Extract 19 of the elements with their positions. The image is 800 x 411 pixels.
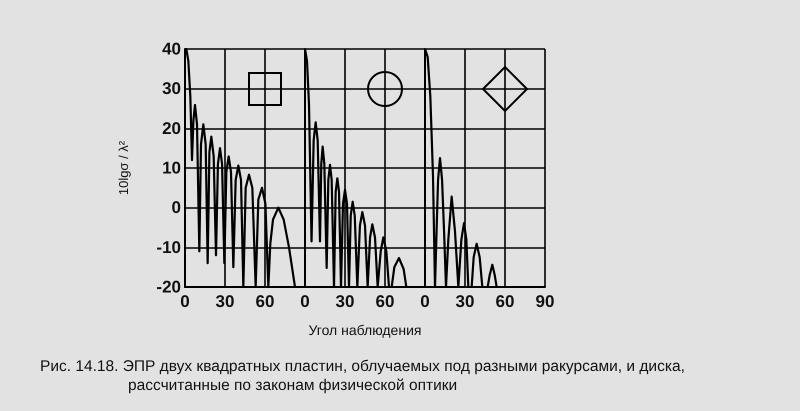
x-tick-label: 0 <box>420 292 430 311</box>
x-tick-label: 60 <box>376 292 394 311</box>
x-tick-label: 30 <box>336 292 354 311</box>
x-tick-label: 90 <box>536 292 554 311</box>
x-tick-label: 30 <box>216 292 234 311</box>
y-tick-label: 0 <box>172 198 181 218</box>
y-tick-label: -20 <box>156 278 181 296</box>
text: Рис. 14.18. ЭПР двух квадратных пластин, облучаемых под разными ракурсами, и диска, рассчитанные по законам физической оптики <box>40 357 686 395</box>
y-tick-label: 40 <box>162 40 181 58</box>
y-tick-label: -10 <box>156 238 181 257</box>
x-tick-label: 30 <box>456 292 474 311</box>
x-tick-label: 0 <box>300 292 310 311</box>
y-tick-label: 20 <box>162 118 181 138</box>
y-tick-label: 30 <box>162 79 181 98</box>
x-axis-title: Угол наблюдения <box>308 322 422 338</box>
x-tick-label: 60 <box>256 292 274 311</box>
x-tick-label: 60 <box>496 292 514 311</box>
y-axis-title: 10lgσ / λ² <box>116 140 131 196</box>
y-tick-label: 10 <box>162 158 181 178</box>
